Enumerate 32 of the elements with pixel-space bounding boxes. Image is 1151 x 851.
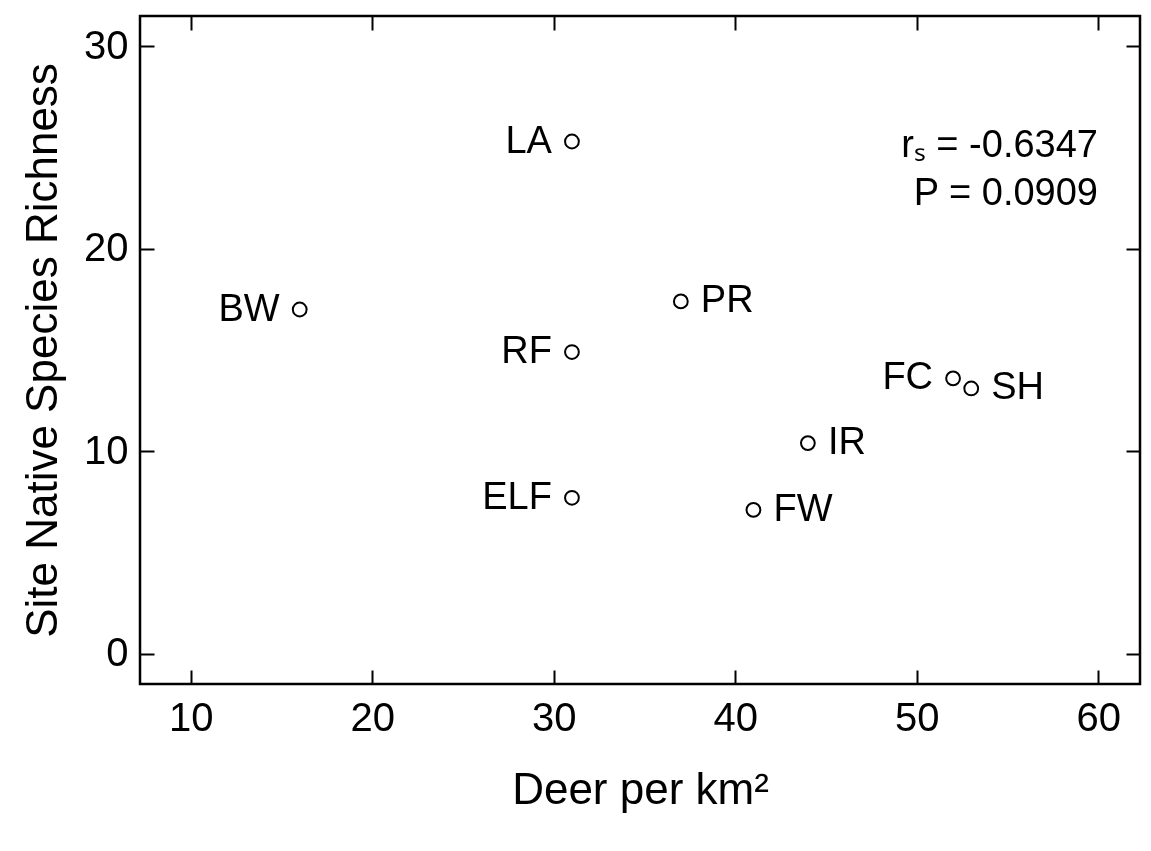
y-tick-label: 30 xyxy=(84,22,129,67)
point xyxy=(291,301,308,318)
point xyxy=(799,435,816,451)
point xyxy=(745,502,762,518)
x-tick-label: 50 xyxy=(895,694,940,739)
x-tick-label: 60 xyxy=(1076,694,1122,739)
point xyxy=(945,370,961,387)
point xyxy=(672,293,689,310)
annotation: PR xyxy=(700,278,754,321)
annotation: ELF xyxy=(482,474,552,517)
annotation: FW xyxy=(773,486,833,529)
x-tick-label: 40 xyxy=(713,694,759,739)
annotation: FC xyxy=(882,355,934,398)
annotation: IR xyxy=(827,420,866,463)
x-tick-label: 20 xyxy=(350,694,396,739)
annotation: RF xyxy=(501,329,552,372)
y-tick-label: 20 xyxy=(84,225,129,270)
annotation: LA xyxy=(505,118,553,161)
point xyxy=(564,489,580,506)
x-tick-label: 10 xyxy=(169,694,214,739)
annotation: rₛ = -0.6347 xyxy=(901,123,1098,165)
annotation: SH xyxy=(991,365,1045,408)
point xyxy=(963,380,980,397)
point xyxy=(564,344,580,360)
x-tick-label: 30 xyxy=(532,694,577,739)
y-tick-label: 10 xyxy=(84,427,129,472)
y-axis-title: Site Native Species Richness xyxy=(17,63,67,638)
annotation: BW xyxy=(218,286,280,329)
y-tick-label: 0 xyxy=(106,630,129,675)
x-axis-title: Deer per km² xyxy=(512,763,769,813)
annotation: P = 0.0909 xyxy=(913,171,1098,213)
point xyxy=(564,133,580,150)
